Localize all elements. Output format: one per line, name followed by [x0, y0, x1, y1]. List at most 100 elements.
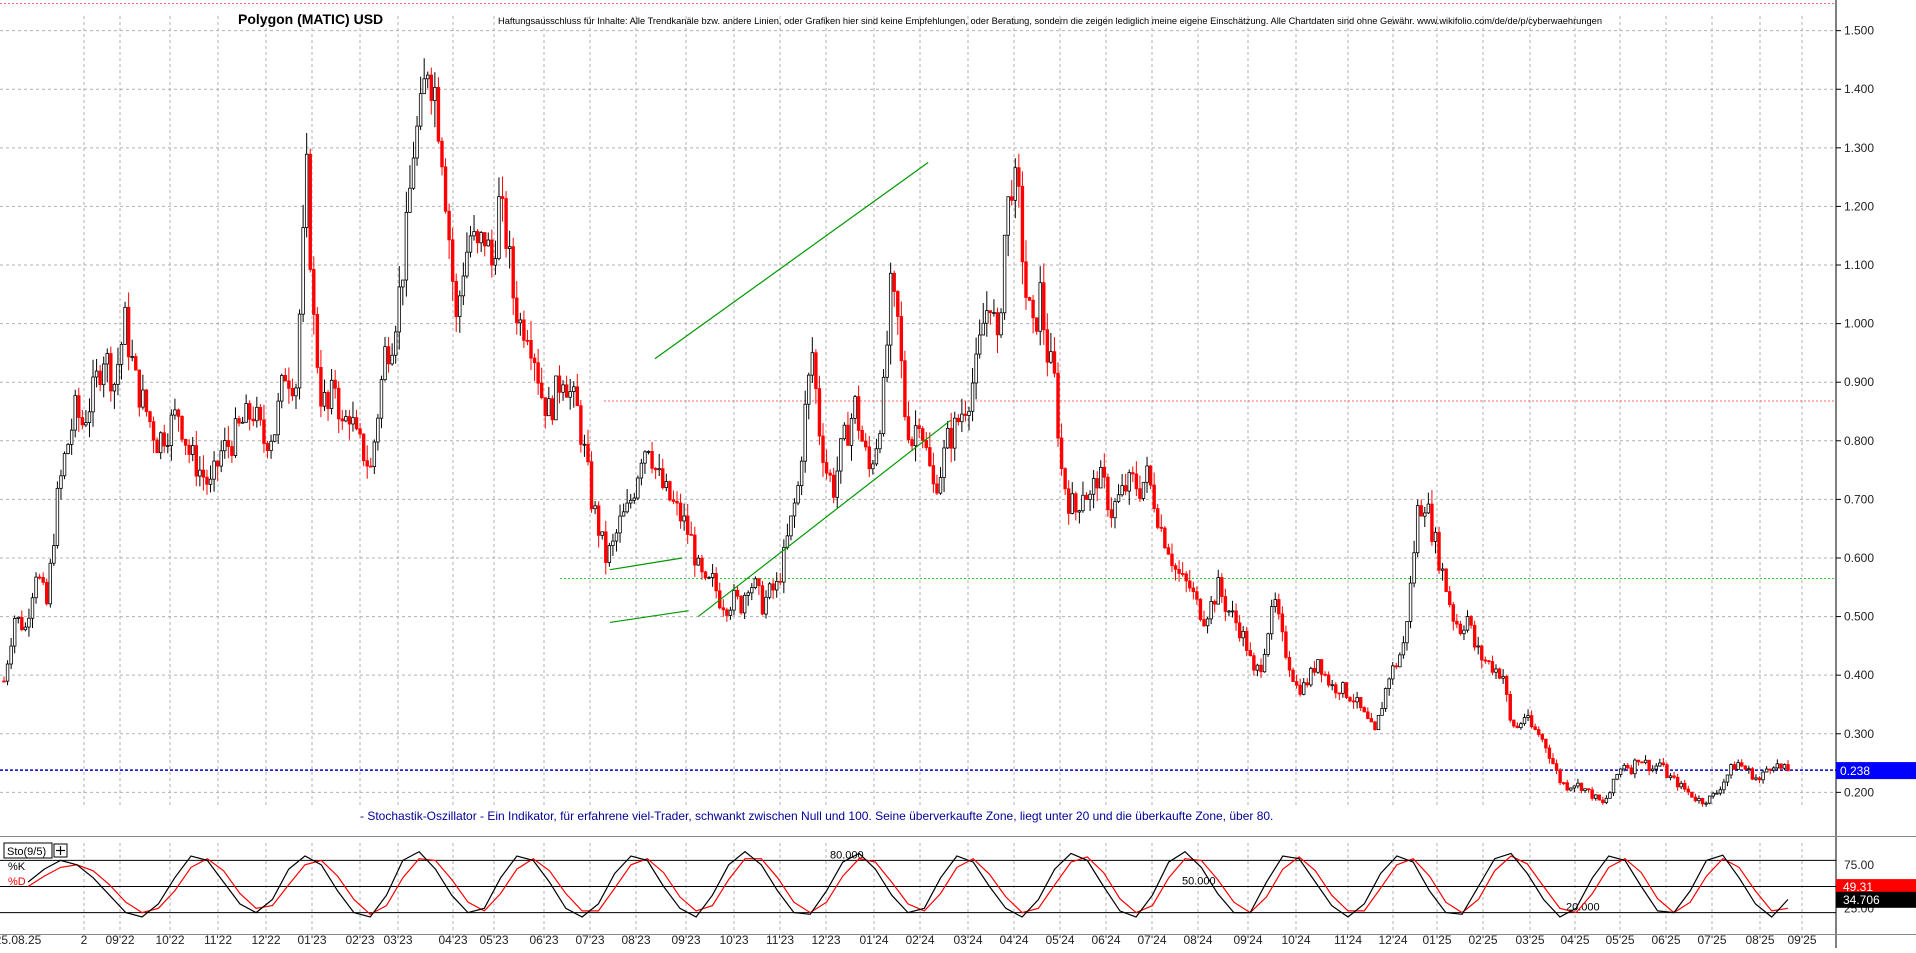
x-tick-label: 03'25 [1516, 933, 1545, 947]
candle-body [340, 418, 344, 422]
candle-body [312, 269, 316, 315]
candle-body [226, 440, 231, 447]
candle-body [408, 187, 412, 213]
candle-body [443, 166, 448, 212]
osc-level-label: 50.000 [1182, 876, 1216, 888]
candle-body [1547, 747, 1552, 759]
candle-body [789, 515, 793, 537]
candle-body [653, 467, 658, 471]
candle-body [835, 470, 839, 498]
candle-body [1561, 782, 1566, 785]
candle-body [1437, 531, 1441, 571]
candle-body [906, 416, 911, 441]
candle-body [657, 468, 661, 471]
candle-body [1430, 503, 1434, 542]
candle-body [1330, 684, 1334, 687]
candle-body [440, 140, 444, 168]
candle-body [1316, 659, 1320, 673]
candle-body [746, 592, 750, 596]
candle-body [1002, 234, 1007, 314]
candle-body [1768, 768, 1772, 771]
candle-body [1480, 645, 1484, 661]
candle-body [778, 580, 782, 583]
candle-body [1604, 797, 1609, 804]
x-tick-label: 01'23 [298, 933, 327, 947]
candle-body [258, 406, 263, 421]
candle-body [618, 515, 622, 534]
candle-body [1323, 673, 1327, 676]
candle-body [1757, 777, 1762, 781]
candle-body [935, 483, 939, 494]
candle-body [1369, 718, 1374, 723]
x-tick-label: 04'23 [439, 933, 468, 947]
candle-body [1034, 317, 1039, 332]
candle-body [646, 450, 651, 453]
candle-body [255, 406, 259, 422]
candle-body [411, 157, 416, 189]
candle-body [483, 232, 487, 247]
price-tick-label: 1.200 [1844, 199, 1874, 213]
candle-body [913, 425, 918, 447]
candle-body [436, 86, 441, 142]
candle-body [1704, 802, 1708, 805]
candle-body [632, 497, 636, 501]
candle-body [84, 422, 88, 426]
trend-line [697, 419, 952, 618]
candle-body [767, 583, 772, 598]
candle-body [369, 465, 373, 468]
candle-body [41, 577, 45, 583]
candle-body [892, 272, 896, 292]
candle-body [1618, 768, 1623, 775]
candle-body [1401, 642, 1406, 656]
candle-body [682, 515, 686, 522]
x-tick-label: 12'23 [812, 933, 841, 947]
candle-body [365, 460, 369, 467]
candle-body [1476, 645, 1480, 648]
price-tick-label: 0.200 [1844, 785, 1874, 799]
candle-body [1658, 762, 1662, 767]
candle-body [1786, 764, 1790, 772]
candle-body [967, 410, 971, 416]
candle-body [386, 346, 391, 365]
candle-body [1754, 777, 1758, 780]
candle-body [1081, 494, 1085, 512]
candle-body [1191, 587, 1196, 593]
candle-body [1166, 547, 1171, 555]
price-tick-label: 1.400 [1844, 82, 1874, 96]
candle-body [1508, 694, 1512, 721]
candle-body [1173, 565, 1178, 570]
candle-body [807, 374, 811, 405]
candle-body [949, 427, 953, 449]
candle-body [1373, 721, 1377, 731]
candle-body [1298, 684, 1302, 695]
candle-body [782, 546, 786, 583]
candle-body [383, 346, 387, 381]
candle-body [860, 429, 864, 442]
candle-body [522, 319, 526, 341]
x-tick-label: 04'24 [1000, 933, 1029, 947]
candle-body [1334, 684, 1338, 694]
candle-body [1640, 761, 1644, 764]
candle-body [771, 583, 775, 591]
candle-body [750, 587, 754, 594]
candle-body [9, 645, 13, 665]
candle-body [233, 418, 238, 456]
oscillator-expand-icon[interactable] [53, 843, 68, 858]
candle-body [372, 441, 377, 467]
candle-body [1622, 764, 1626, 770]
candle-body [529, 340, 533, 359]
x-tick-label: 06'23 [530, 933, 559, 947]
x-tick-label: 09'23 [672, 933, 701, 947]
candle-body [1337, 692, 1342, 695]
candle-body [985, 310, 989, 324]
candle-body [422, 78, 426, 95]
candle-body [728, 609, 733, 616]
candle-body [91, 376, 95, 413]
candle-body [1152, 484, 1156, 509]
candle-body [1366, 711, 1370, 719]
price-tick-label: 0.300 [1844, 727, 1874, 741]
candle-body [493, 258, 498, 266]
candle-body [1380, 708, 1384, 716]
candle-body [963, 413, 968, 416]
